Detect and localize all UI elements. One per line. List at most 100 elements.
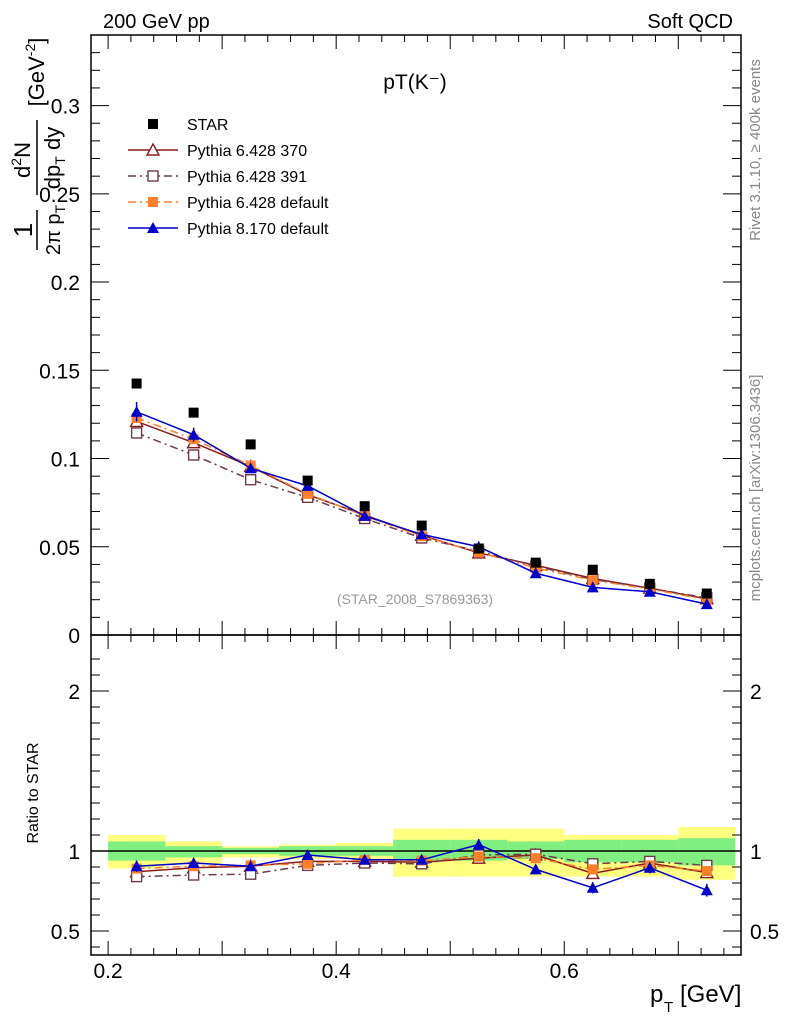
data-point [130,405,143,417]
data-point [586,581,599,593]
ratio-series-pythia-8-170-default [130,838,713,897]
x-tick-label: 0.2 [94,960,123,983]
legend-marker [148,119,158,129]
legend-label: Pythia 6.428 default [187,195,329,212]
legend-item: Pythia 6.428 370 [128,142,307,160]
svg-text:dpT dy: dpT dy [40,127,68,189]
series-line-1 [136,420,707,600]
y-tick-label: 0 [68,625,80,648]
y-tick-label-right: 1 [750,841,762,864]
series-line-3 [136,417,707,601]
data-point [586,881,599,893]
rivet-label: Rivet 3.1.10, ≥ 400k events [747,59,764,241]
watermark: (STAR_2008_S7869363) [337,591,493,607]
header-right: Soft QCD [647,11,733,33]
data-point [244,462,257,474]
svg-text:d2N: d2N [8,142,35,178]
legend-label: STAR [187,117,228,134]
data-point [472,838,485,850]
chart-title: pT(K⁻) [383,71,447,94]
data-point [130,427,143,439]
mcplots-label: mcplots.cern.ch [arXiv:1306.3436] [747,375,764,602]
xlabel: p T [GeV] [650,981,741,1016]
data-point [643,585,656,597]
data-point [644,578,655,589]
series-pythia-6-428-370 [129,414,714,605]
data-point [473,543,484,554]
series-line-2 [136,432,707,599]
legend-item: Pythia 8.170 default [128,221,329,238]
data-point [473,851,484,862]
data-point [700,884,713,896]
svg-text:[GeV]: [GeV] [680,981,741,1008]
svg-text:T: T [664,999,673,1016]
data-point [530,853,541,864]
y-tick-label-right: 0.5 [750,921,779,944]
header-left: 200 GeV pp [103,11,210,33]
main-panel: (STAR_2008_S7869363) 0 0.05 0.1 0.15 0.2 0.25 0… [39,34,742,648]
data-point [187,857,200,868]
series-line-1 [136,853,707,878]
legend-marker [148,197,158,207]
data-point [187,428,200,440]
legend-label: Pythia 6.428 391 [187,169,307,186]
data-point [701,588,712,599]
ratio-panel: 0.5 0.5 1 1 2 2 0.2 0.4 0.6 [51,634,779,983]
series-pythia-8-170-default [130,402,713,610]
legend-marker [145,142,161,156]
svg-text:p: p [650,981,663,1008]
plot-frame [90,634,742,956]
data-point [700,598,713,610]
ratio-ylabel: Ratio to STAR [25,742,42,843]
y-tick-label: 0.25 [39,184,80,207]
data-point [415,528,428,540]
data-point [301,849,314,860]
x-tick-label: 0.6 [550,960,579,983]
legend-item: STAR [148,117,228,134]
data-point [244,860,257,872]
data-point [587,575,598,586]
svg-text:1: 1 [8,223,38,237]
svg-text:[GeV-2]: [GeV-2] [22,38,49,107]
data-point [130,860,143,872]
y-tick-label: 2 [68,681,80,704]
main-ylabel: 1 2π pT d2N dpT dy [GeV-2] [8,38,68,255]
legend-item: Pythia 6.428 391 [128,169,307,186]
data-point [187,449,200,461]
legend-marker [147,170,159,182]
data-point [131,378,142,389]
legend-item: Pythia 6.428 default [128,195,329,212]
data-point [188,407,199,418]
y-tick-label: 0.05 [39,537,80,560]
data-point [416,520,427,531]
x-tick-label: 0.4 [322,960,352,983]
data-point [358,509,371,521]
data-point [302,488,313,499]
y-tick-label: 0.1 [51,449,80,472]
data-point [358,853,371,865]
data-point [587,864,598,875]
y-tick-label-right: 2 [750,681,762,704]
data-point [701,866,712,876]
data-point [302,858,313,869]
data-point [530,557,541,568]
data-point [587,564,598,575]
legend-marker [147,222,159,233]
svg-text:2π pT: 2π pT [43,204,68,255]
legend-label: Pythia 8.170 default [187,221,329,238]
series-pythia-6-428-391 [130,427,713,604]
y-tick-label: 0.2 [51,272,80,295]
y-tick-label: 1 [68,841,80,864]
y-tick-label: 0.15 [39,360,80,383]
data-point [359,501,370,512]
data-point [529,863,542,875]
y-tick-label: 0.5 [51,921,80,944]
legend: STAR Pythia 6.428 370 Pythia 6.428 391 Pyth… [128,117,329,238]
uncertainty-band-green [165,846,223,858]
y-tick-label: 0.3 [51,96,80,119]
series-pythia-6-428-default [131,412,712,605]
data-point [302,475,313,486]
data-point [244,474,257,486]
data-point [245,439,256,450]
